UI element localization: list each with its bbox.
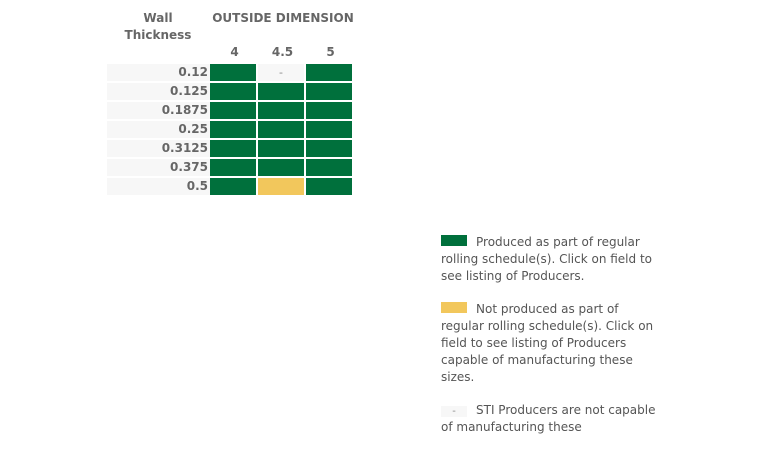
produced-cell[interactable] xyxy=(210,102,256,119)
row-label: 0.12 xyxy=(107,64,210,81)
produced-cell[interactable] xyxy=(210,64,256,81)
legend-item: - STI Producers are not capable of manufa… xyxy=(441,402,661,436)
row-label: 0.25 xyxy=(107,121,210,138)
row-label: 0.5 xyxy=(107,178,210,195)
column-header-4: 4 xyxy=(230,45,239,59)
produced-cell[interactable] xyxy=(210,159,256,176)
legend-text: Not produced as part of regular rolling … xyxy=(441,302,654,384)
not-capable-cell: - xyxy=(258,64,304,81)
size-grid: 0.12 - 0.125 0.1875 0.25 0.3125 0.375 0.5 xyxy=(107,64,354,197)
produced-cell[interactable] xyxy=(258,83,304,100)
produced-cell[interactable] xyxy=(306,102,352,119)
produced-cell[interactable] xyxy=(210,140,256,157)
produced-cell[interactable] xyxy=(258,102,304,119)
grid-row: 0.25 xyxy=(107,121,354,138)
legend-item: Produced as part of regular rolling sche… xyxy=(441,234,661,285)
row-label: 0.3125 xyxy=(107,140,210,157)
legend-swatch xyxy=(441,235,467,246)
grid-row: 0.375 xyxy=(107,159,354,176)
produced-cell[interactable] xyxy=(258,140,304,157)
legend-text: STI Producers are not capable of manufac… xyxy=(441,403,656,434)
produced-cell[interactable] xyxy=(306,159,352,176)
produced-cell[interactable] xyxy=(306,121,352,138)
row-label: 0.1875 xyxy=(107,102,210,119)
grid-row: 0.12 - xyxy=(107,64,354,81)
legend-swatch xyxy=(441,302,467,313)
produced-cell[interactable] xyxy=(306,83,352,100)
produced-cell[interactable] xyxy=(258,159,304,176)
produced-cell[interactable] xyxy=(258,121,304,138)
legend: Produced as part of regular rolling sche… xyxy=(441,234,661,452)
produced-cell[interactable] xyxy=(210,121,256,138)
grid-row: 0.5 xyxy=(107,178,354,195)
produced-cell[interactable] xyxy=(210,83,256,100)
grid-row: 0.3125 xyxy=(107,140,354,157)
column-header-5: 5 xyxy=(326,45,335,59)
produced-cell[interactable] xyxy=(306,64,352,81)
legend-swatch: - xyxy=(441,406,467,417)
produced-cell[interactable] xyxy=(306,178,352,195)
row-label: 0.375 xyxy=(107,159,210,176)
grid-row: 0.125 xyxy=(107,83,354,100)
row-label: 0.125 xyxy=(107,83,210,100)
column-header-4-5: 4.5 xyxy=(271,45,294,59)
legend-item: Not produced as part of regular rolling … xyxy=(441,301,661,386)
legend-text: Produced as part of regular rolling sche… xyxy=(441,235,652,283)
not-produced-cell[interactable] xyxy=(258,178,304,195)
produced-cell[interactable] xyxy=(306,140,352,157)
wall-thickness-header: Wall Thickness xyxy=(124,11,192,42)
outside-dimension-header: OUTSIDE DIMENSION xyxy=(212,11,354,25)
produced-cell[interactable] xyxy=(210,178,256,195)
grid-row: 0.1875 xyxy=(107,102,354,119)
